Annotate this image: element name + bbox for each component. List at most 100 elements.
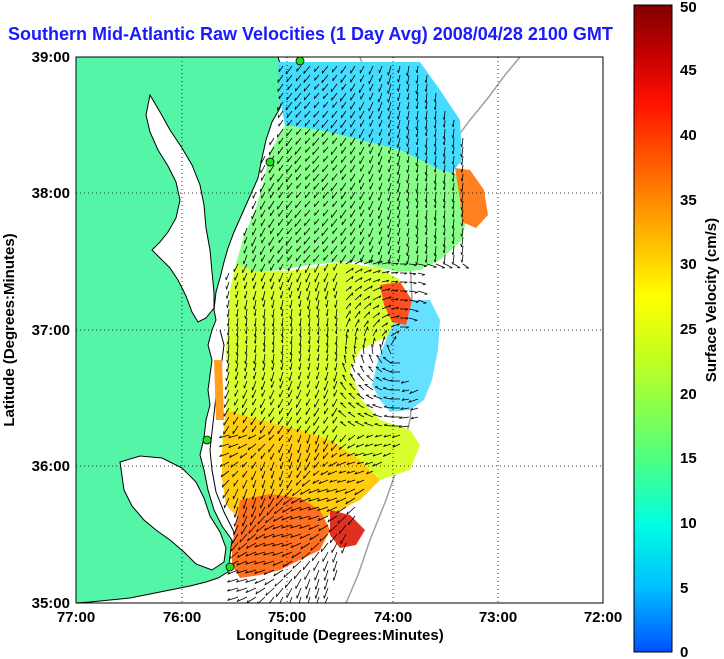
velocity-vector <box>363 337 366 346</box>
velocity-vector <box>278 434 284 442</box>
velocity-vector <box>281 551 293 557</box>
velocity-vector-head <box>383 405 387 408</box>
velocity-vector <box>345 302 351 310</box>
velocity-vector-head <box>414 291 418 294</box>
velocity-vector-head <box>338 410 342 412</box>
velocity-vector-head <box>451 214 454 218</box>
velocity-vector-head <box>227 571 231 575</box>
velocity-vector-head <box>406 233 409 237</box>
velocity-vector-head <box>351 363 354 367</box>
velocity-vector-head <box>338 446 341 450</box>
velocity-vector <box>452 155 455 165</box>
velocity-vector <box>286 110 293 118</box>
velocity-vector <box>291 326 293 335</box>
velocity-vector <box>452 164 455 175</box>
velocity-vector-head <box>325 313 328 317</box>
velocity-vector-head <box>406 198 408 202</box>
velocity-vector <box>305 182 311 189</box>
velocity-vector <box>306 389 311 397</box>
velocity-vector <box>283 497 293 506</box>
velocity-vector <box>426 263 437 268</box>
velocity-vector-head <box>299 535 303 539</box>
velocity-vector <box>461 191 464 202</box>
velocity-vector <box>315 434 320 445</box>
velocity-vector-head <box>386 344 390 348</box>
velocity-vector <box>299 515 311 520</box>
velocity-vector-head <box>297 605 298 608</box>
velocity-vector-head <box>253 349 256 354</box>
velocity-vector-head <box>298 366 300 371</box>
velocity-vector-head <box>264 582 267 586</box>
velocity-vector-head <box>304 105 306 109</box>
velocity-vector <box>272 353 275 364</box>
velocity-vector <box>372 295 382 301</box>
velocity-vector <box>340 119 347 129</box>
velocity-vector <box>397 137 401 148</box>
velocity-vector <box>345 346 347 355</box>
velocity-vector-head <box>271 323 274 327</box>
velocity-vector <box>397 164 401 175</box>
velocity-vector-head <box>406 180 408 184</box>
velocity-vector <box>332 164 338 171</box>
velocity-vector-head <box>273 573 276 577</box>
velocity-vector <box>299 497 311 503</box>
velocity-vector <box>324 263 329 272</box>
velocity-vector-head <box>337 480 340 483</box>
velocity-vector <box>260 263 266 272</box>
velocity-vector <box>397 191 401 202</box>
velocity-vector-head <box>360 354 364 357</box>
velocity-vector-head <box>279 286 281 290</box>
velocity-vector <box>236 344 239 355</box>
velocity-vector <box>309 335 311 344</box>
velocity-vector-head <box>415 70 418 74</box>
velocity-vector-head <box>289 315 292 320</box>
velocity-vector <box>381 279 390 283</box>
velocity-vector <box>425 101 428 110</box>
velocity-vector-head <box>406 223 409 227</box>
velocity-vector-head <box>390 388 393 391</box>
velocity-vector-head <box>333 386 335 390</box>
velocity-vector <box>332 227 338 235</box>
velocity-vector <box>243 254 248 265</box>
velocity-vector <box>299 317 302 327</box>
velocity-vector <box>269 191 275 199</box>
velocity-vector-head <box>404 272 408 275</box>
velocity-vector <box>294 209 302 219</box>
velocity-vector <box>390 298 399 301</box>
velocity-vector-head <box>384 336 386 340</box>
velocity-vector-head <box>280 359 283 363</box>
velocity-vector <box>452 209 455 218</box>
velocity-vector <box>287 155 293 163</box>
colorbar-tick-label: 0 <box>680 644 688 659</box>
velocity-vector <box>232 533 239 544</box>
velocity-vector <box>345 329 349 337</box>
velocity-vector <box>347 443 356 449</box>
velocity-vector <box>278 272 284 283</box>
velocity-vector-head <box>338 470 342 474</box>
velocity-vector-head <box>280 367 282 371</box>
velocity-vector <box>333 371 338 382</box>
velocity-vector-head <box>304 123 306 127</box>
velocity-vector <box>341 128 347 136</box>
velocity-vector-head <box>312 169 314 173</box>
velocity-vector <box>326 362 329 371</box>
velocity-vector <box>303 560 311 571</box>
velocity-vector <box>340 254 347 264</box>
velocity-vector-head <box>322 241 324 245</box>
velocity-vector-head <box>460 252 463 256</box>
velocity-vector-head <box>237 554 240 558</box>
velocity-vector <box>242 398 248 408</box>
velocity-vector <box>305 407 311 415</box>
velocity-vector <box>416 173 419 182</box>
velocity-vector <box>255 533 266 540</box>
velocity-vector <box>268 497 275 508</box>
velocity-vector <box>390 271 399 274</box>
velocity-vector-head <box>325 350 328 354</box>
velocity-vector <box>369 155 374 164</box>
velocity-vector <box>288 470 293 479</box>
velocity-vector <box>397 155 401 166</box>
velocity-vector-head <box>368 366 372 369</box>
velocity-vector <box>298 434 302 443</box>
velocity-vector-head <box>424 172 427 176</box>
velocity-vector <box>444 245 446 254</box>
